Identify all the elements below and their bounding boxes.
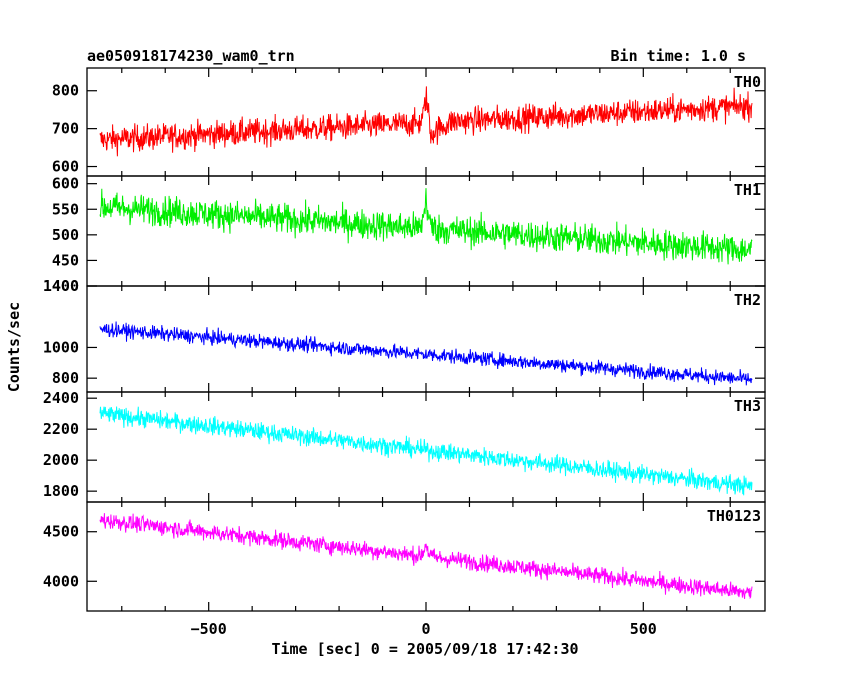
y-tick-label: 1400 [43,277,79,295]
bin-time-label: Bin time: 1.0 s [611,47,746,65]
y-tick-label: 800 [52,369,79,387]
chart-title: ae050918174230_wam0_trn [87,47,295,65]
series-line-th2 [99,321,753,386]
panel-label-th1: TH1 [734,181,761,199]
x-tick-label: 500 [630,620,657,638]
y-tick-label: 4000 [43,572,79,590]
panel-frame-th0 [86,67,766,177]
x-tick-label: 0 [421,620,430,638]
y-tick-label: 2000 [43,451,79,469]
y-tick-label: 1800 [43,482,79,500]
panel-label-th0: TH0 [734,73,761,91]
y-tick-label: 1000 [43,338,79,356]
series-line-th0 [99,86,753,157]
y-tick-label: 700 [52,120,79,138]
series-line-th0123 [99,513,753,600]
panel-label-th0123: TH0123 [707,507,761,525]
panel-label-th2: TH2 [734,291,761,309]
y-tick-label: 450 [52,251,79,269]
y-axis-label: Counts/sec [5,302,23,392]
panel-frame-th2 [86,285,766,393]
y-tick-label: 4500 [43,523,79,541]
y-tick-label: 550 [52,200,79,218]
panel-frame-th0123 [86,501,766,612]
series-line-th3 [99,406,753,496]
series-line-th1 [99,188,753,265]
x-tick-label: −500 [191,620,227,638]
panel-label-th3: TH3 [734,397,761,415]
y-tick-label: 2400 [43,389,79,407]
y-tick-label: 400 [52,277,79,295]
y-tick-label: 600 [52,175,79,193]
x-axis-label: Time [sec] 0 = 2005/09/18 17:42:30 [271,640,578,658]
y-tick-label: 2200 [43,420,79,438]
y-tick-label: 500 [52,226,79,244]
y-tick-label: 600 [52,158,79,176]
panels-group: 600 700 800 TH0 400 450 500 550 600 TH1 800 1000 140… [43,67,766,638]
y-tick-label: 800 [52,82,79,100]
